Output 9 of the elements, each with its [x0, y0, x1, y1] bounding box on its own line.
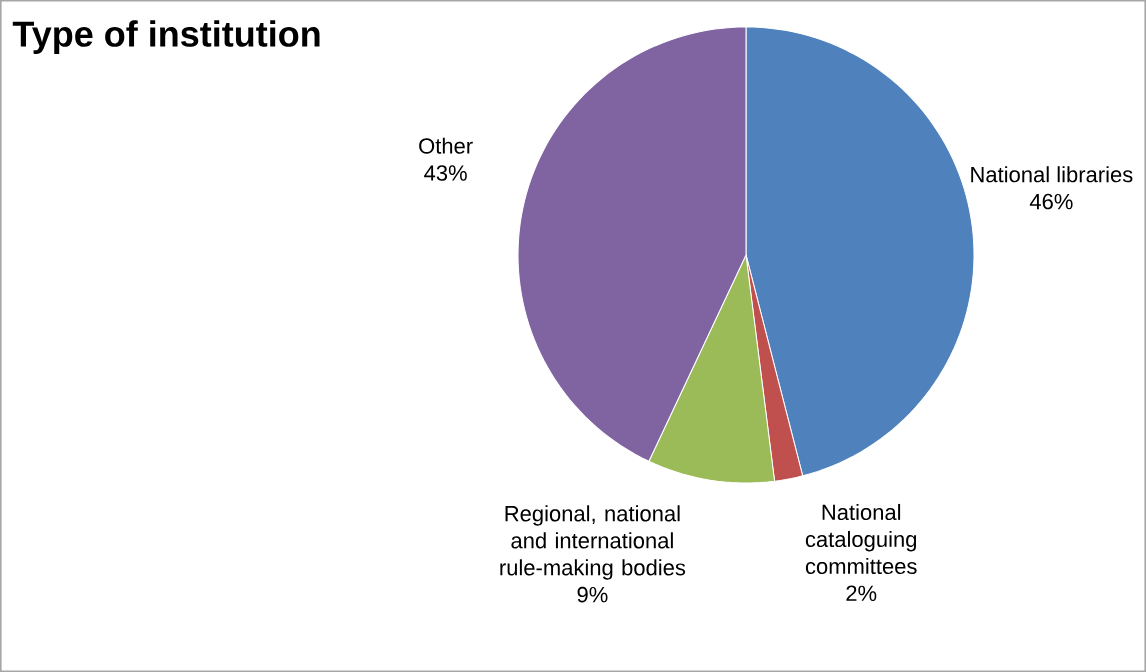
slice-label: Other [419, 137, 473, 154]
slice-label: National cataloguing committees [805, 503, 917, 575]
data-label: 43% [424, 165, 467, 181]
chart-title: Type of institution [12, 20, 320, 54]
slice-label: National libraries [971, 166, 1133, 183]
data-label: 9% [577, 586, 608, 603]
slice-label: Regional, national and international rule-making bodies [500, 505, 686, 580]
data-label: 2% [846, 585, 877, 601]
data-label: 46% [1029, 193, 1073, 210]
